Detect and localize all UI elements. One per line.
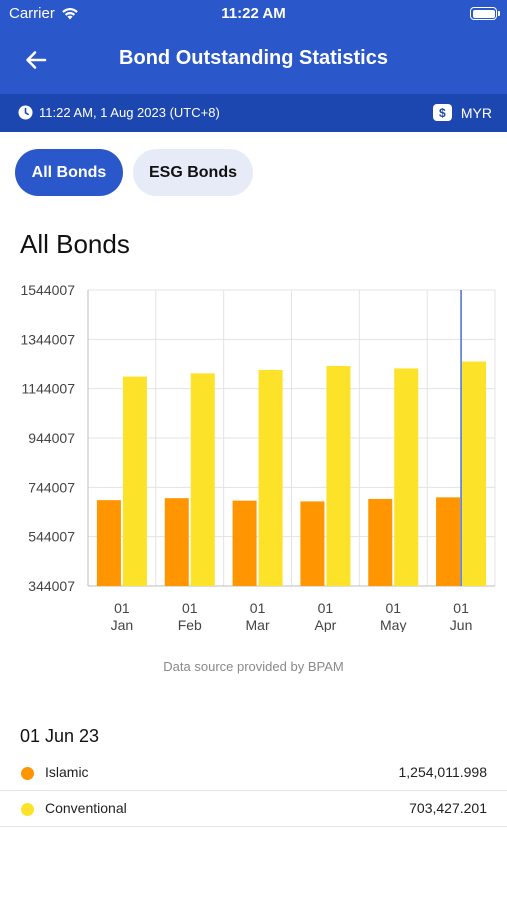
last-updated: 11:22 AM, 1 Aug 2023 (UTC+8) [18, 105, 220, 120]
bar-conventional [122, 376, 147, 586]
x-tick-label-month: Apr [315, 617, 337, 632]
bar-islamic [436, 497, 461, 586]
wifi-icon [62, 8, 78, 20]
y-tick-label: 544007 [28, 529, 75, 545]
legend-value: 1,254,011.998 [398, 764, 488, 780]
bar-islamic [300, 501, 325, 586]
bar-conventional [394, 368, 419, 586]
x-tick-label-day: 01 [114, 600, 130, 616]
data-source-note: Data source provided by BPAM [163, 659, 344, 674]
app-header: Carrier 11:22 AM Bond Outstanding Statis… [0, 0, 507, 94]
y-tick-label: 1544007 [20, 282, 75, 298]
y-tick-label: 344007 [28, 578, 75, 594]
section-title: All Bonds [20, 229, 130, 259]
timestamp-text: 11:22 AM, 1 Aug 2023 (UTC+8) [39, 105, 220, 120]
battery-icon [470, 7, 500, 20]
x-tick-label-month: Jun [450, 617, 473, 632]
bar-islamic [232, 500, 257, 586]
x-tick-label-month: Mar [246, 617, 270, 632]
x-tick-label-day: 01 [318, 600, 334, 616]
legend-row-conventional: Conventional 703,427.201 [0, 791, 507, 827]
bond-bar-chart[interactable]: 344007 544007 744007 944007 1144007 1344007 15… [0, 282, 507, 632]
bar-conventional [326, 365, 351, 586]
carrier-label: Carrier [9, 5, 55, 22]
bar-conventional [190, 373, 215, 586]
bar-islamic [96, 500, 121, 586]
x-tick-label-day: 01 [250, 600, 266, 616]
bar-islamic [368, 498, 393, 586]
y-tick-label: 1344007 [20, 331, 75, 347]
x-tick-label-day: 01 [385, 600, 401, 616]
legend-row-islamic: Islamic 1,254,011.998 [0, 755, 507, 791]
legend-label: Conventional [45, 800, 127, 816]
info-bar: 11:22 AM, 1 Aug 2023 (UTC+8) $ MYR [0, 94, 507, 132]
conventional-color-dot [21, 803, 34, 816]
back-button[interactable] [22, 46, 50, 74]
x-tick-label-month: May [380, 617, 406, 632]
page-title: Bond Outstanding Statistics [119, 47, 388, 69]
x-tick-label-month: Feb [178, 617, 202, 632]
legend-label: Islamic [45, 764, 89, 780]
x-tick-label-day: 01 [182, 600, 198, 616]
y-tick-label: 944007 [28, 430, 75, 446]
nav-bar: Bond Outstanding Statistics [0, 40, 507, 80]
currency-label: MYR [460, 104, 492, 121]
selected-date: 01 Jun 23 [20, 726, 100, 746]
status-time: 11:22 AM [221, 5, 286, 22]
legend-value: 703,427.201 [409, 800, 487, 816]
y-tick-label: 744007 [28, 479, 75, 495]
clock-icon [18, 105, 33, 120]
bar-islamic [164, 498, 189, 586]
tab-esg-bonds[interactable]: ESG Bonds [133, 149, 253, 196]
currency-selector[interactable]: $ MYR [432, 104, 492, 121]
status-bar: Carrier 11:22 AM [0, 0, 507, 28]
y-tick-label: 1144007 [22, 381, 76, 397]
arrow-left-icon [26, 51, 47, 69]
bar-conventional [258, 369, 283, 586]
x-tick-label-day: 01 [453, 600, 469, 616]
carrier: Carrier [9, 5, 79, 22]
tab-all-bonds[interactable]: All Bonds [15, 149, 123, 196]
dollar-icon: $ [432, 104, 452, 121]
x-tick-label-month: Jan [111, 617, 134, 632]
bar-conventional [462, 361, 487, 586]
islamic-color-dot [21, 767, 34, 780]
